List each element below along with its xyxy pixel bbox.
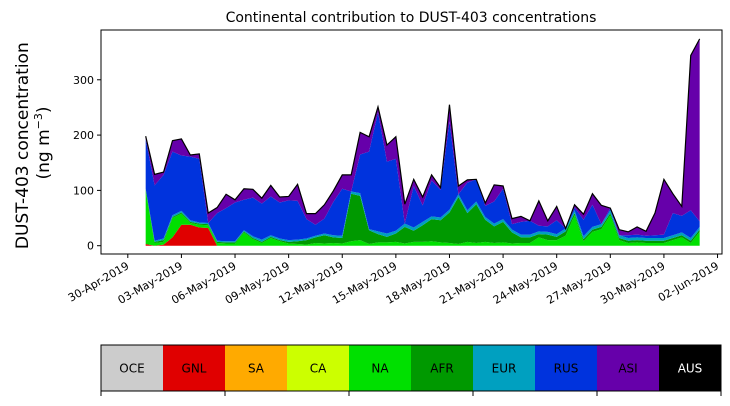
legend-swatch-asi [597,345,660,391]
legend-swatch-sa [225,345,288,391]
legend-label-rus: RUS [554,362,579,376]
legend-swatch-gnl [163,345,226,391]
legend-swatch-na [349,345,412,391]
x-tick-label-2019-06-02: 02-Jun-2019 [656,259,721,304]
y-tick-label-100: 100 [73,184,94,197]
legend-label-gnl: GNL [182,362,207,376]
area-gnl [145,224,700,246]
legend-label-sa: SA [248,362,265,376]
legend-swatch-ca [287,345,350,391]
legend-swatch-afr [411,345,474,391]
chart-title: Continental contribution to DUST-403 con… [226,10,597,26]
y-tick-label-0: 0 [87,240,94,253]
y-axis-label-line1: DUST-403 concentration [13,42,33,249]
y-axis-unit-base: (ng m [34,129,54,179]
legend-colorbar: OCE GNL SA CA NA AFR EUR RUS ASI AUS [100,344,722,396]
legend-label-ca: CA [310,362,327,376]
y-axis-unit-close: ) [34,106,54,113]
legend-label-na: NA [371,362,389,376]
y-tick-label-300: 300 [73,74,94,87]
y-axis-label-line2: (ng m−3) [32,106,54,179]
legend-label-oce: OCE [119,362,144,376]
stacked-areas [145,38,701,246]
legend-swatch-eur [473,345,536,391]
plot-frame [100,29,723,255]
y-tick-label-200: 200 [73,129,94,142]
total-outline [145,38,701,233]
area-afr [145,189,700,245]
legend-label-afr: AFR [430,362,453,376]
legend-swatch-aus [659,345,722,391]
legend-label-aus: AUS [678,362,703,376]
area-rus [145,112,700,242]
legend-frame [100,344,722,392]
y-axis-unit-exponent: −3 [32,113,45,129]
legend-swatch-rus [535,345,598,391]
legend-label-asi: ASI [618,362,637,376]
legend-swatch-oce [101,345,164,391]
legend-label-eur: EUR [492,362,517,376]
y-axis-label: DUST-403 concentration (ng m−3) [13,37,54,249]
